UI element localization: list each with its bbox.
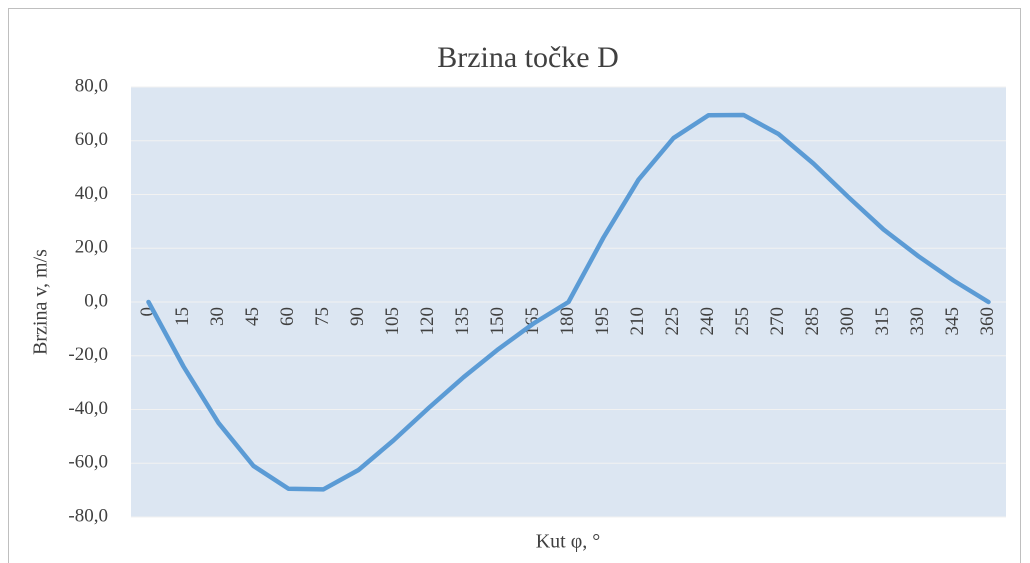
- x-tick-label: 0: [137, 307, 158, 317]
- x-tick-label: 45: [242, 307, 263, 326]
- x-tick-label: 105: [382, 307, 403, 336]
- y-tick-label: 0,0: [84, 290, 108, 311]
- y-tick-label: -80,0: [68, 505, 108, 526]
- x-tick-label: 210: [627, 307, 648, 336]
- x-tick-label: 300: [837, 307, 858, 336]
- x-tick-label: 120: [417, 307, 438, 336]
- x-tick-label: 150: [487, 307, 508, 336]
- y-tick-label: -20,0: [68, 344, 108, 365]
- chart-title: Brzina točke D: [437, 41, 619, 74]
- y-tick-label: 20,0: [75, 237, 108, 258]
- y-tick-label: 40,0: [75, 183, 108, 204]
- x-tick-label: 135: [452, 307, 473, 336]
- x-tick-label: 255: [732, 307, 753, 336]
- y-axis-label: Brzina v, m/s: [30, 249, 52, 355]
- x-tick-label: 315: [872, 307, 893, 336]
- x-tick-label: 75: [312, 307, 333, 326]
- x-tick-label: 225: [662, 307, 683, 336]
- line-series: [146, 112, 991, 492]
- x-tick-label: 360: [977, 307, 998, 336]
- y-tick-label: 60,0: [75, 129, 108, 150]
- x-tick-label: 60: [277, 307, 298, 326]
- x-tick-label: 345: [942, 307, 963, 336]
- x-tick-label: 270: [767, 307, 788, 336]
- y-tick-label: 80,0: [75, 75, 108, 96]
- x-axis-label: Kut φ, °: [536, 531, 601, 553]
- x-tick-label: 15: [172, 307, 193, 326]
- y-tick-label: -40,0: [68, 398, 108, 419]
- x-tick-label: 30: [207, 307, 228, 326]
- x-tick-label: 330: [907, 307, 928, 336]
- x-tick-label: 180: [557, 307, 578, 336]
- x-tick-label: 285: [802, 307, 823, 336]
- x-tick-label: 195: [592, 307, 613, 336]
- y-tick-label: -60,0: [68, 452, 108, 473]
- x-tick-label: 90: [347, 307, 368, 326]
- x-tick-label: 240: [697, 307, 718, 336]
